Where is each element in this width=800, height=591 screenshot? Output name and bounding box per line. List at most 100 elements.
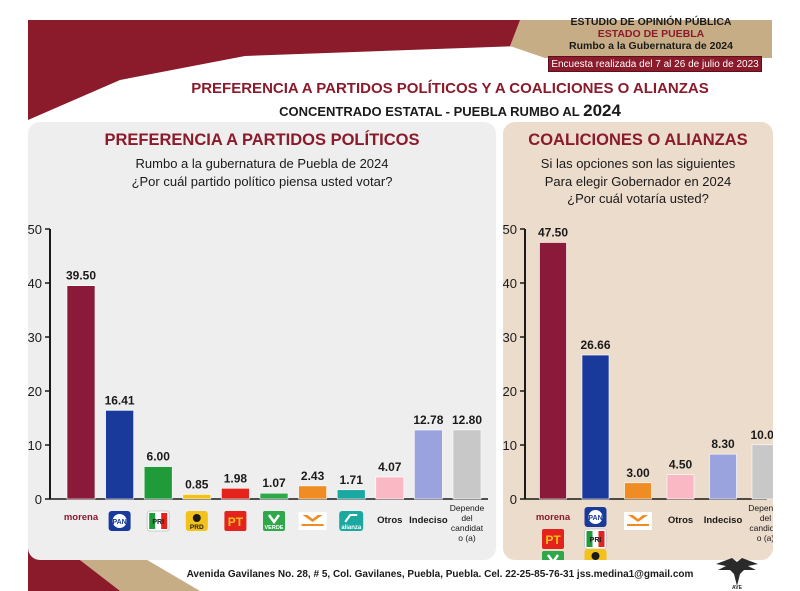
tan-banner xyxy=(510,20,772,58)
y-tick-label: 0 xyxy=(35,492,42,507)
bar-value-label: 6.00 xyxy=(147,450,171,464)
coalition-preference-chart: 0 10 20 30 40 50 47.50 morena 26.66 3.00 4.50 Otros… xyxy=(503,222,773,560)
bar-value-label: 4.50 xyxy=(669,458,693,472)
survey-dates: Encuesta realizada del 7 al 26 de julio … xyxy=(548,56,762,72)
right-question-line1: Si las opciones son las siguientes xyxy=(540,156,736,171)
bar xyxy=(66,285,96,500)
right-panel-title: COALICIONES O ALIANZAS xyxy=(528,131,748,149)
bar-value-label: 12.80 xyxy=(452,413,482,427)
pri-logo-icon: PRI xyxy=(146,510,170,532)
bar xyxy=(182,494,212,500)
y-tick-label: 50 xyxy=(28,222,42,237)
bar-value-label: 2.43 xyxy=(301,469,325,483)
y-tick-label: 40 xyxy=(503,276,517,291)
verde-logo-icon: VERDE xyxy=(542,551,564,560)
right-panel-question: Si las opciones son las siguientes Para … xyxy=(503,155,773,208)
alianza-logo-icon: alianza xyxy=(339,511,364,531)
bar-value-label: 1.07 xyxy=(262,476,286,490)
footer-address: Avenida Gavilanes No. 28, # 5, Col. Gavi… xyxy=(186,569,694,580)
svg-text:AVE: AVE xyxy=(732,585,743,590)
bar-value-label: 10.04 xyxy=(750,428,773,442)
y-tick-label: 30 xyxy=(28,330,42,345)
bar-value-label: 16.41 xyxy=(105,393,135,407)
header-state: ESTADO DE PUEBLA xyxy=(597,28,705,41)
bar xyxy=(452,429,482,500)
bar xyxy=(375,476,405,500)
y-tick-label: 20 xyxy=(503,384,517,399)
header-study: ESTUDIO DE OPINIÓN PÚBLICA xyxy=(570,16,732,28)
pri-logo-text: PRI xyxy=(152,519,164,526)
morena-logo-text: morena xyxy=(64,512,99,523)
left-question-line2: ¿Por cuál partido político piensa usted … xyxy=(131,173,393,189)
bar xyxy=(336,489,366,500)
right-question-line2: Para elegir Gobernador en 2024 xyxy=(544,173,732,189)
header-route: Rumbo a la Gubernatura de 2024 xyxy=(569,40,733,53)
y-tick-label: 20 xyxy=(28,384,42,399)
left-panel-bg xyxy=(28,122,496,560)
bar xyxy=(259,492,289,500)
verde-logo-text: VERDE xyxy=(265,525,284,531)
category-label: Indeciso xyxy=(409,515,448,526)
bar xyxy=(624,482,652,500)
subtitle-year: 2024 xyxy=(583,101,621,120)
bar xyxy=(539,242,567,500)
bar-value-label: 4.07 xyxy=(378,460,402,474)
pt-logo-icon: PT xyxy=(542,529,564,549)
party-preference-chart: 0 10 20 30 40 50 39.50 morena 16.41 PAN 6.00 PRI 0.8… xyxy=(28,222,488,543)
page-subtitle: CONCENTRADO ESTATAL - PUEBLA RUMBO AL 20… xyxy=(150,101,750,121)
page-title: PREFERENCIA A PARTIDOS POLÍTICOS Y A COA… xyxy=(191,80,709,97)
bar-value-label: 26.66 xyxy=(580,338,610,352)
left-panel-title: PREFERENCIA A PARTIDOS POLÍTICOS xyxy=(104,131,420,149)
bar xyxy=(143,466,173,500)
eagle-logo-icon: AVE xyxy=(716,558,758,590)
y-tick-label: 10 xyxy=(503,438,517,453)
y-tick-label: 30 xyxy=(503,330,517,345)
pan-logo-text: PAN xyxy=(588,515,602,522)
pri-logo-text: PRI xyxy=(590,537,602,544)
right-question-line3: ¿Por cuál votaría usted? xyxy=(567,191,709,207)
bar-value-label: 12.78 xyxy=(413,413,443,427)
bar xyxy=(105,410,134,500)
bar-value-label: 1.98 xyxy=(224,471,248,485)
bar xyxy=(581,354,610,500)
y-tick-label: 40 xyxy=(28,276,42,291)
maroon-banner xyxy=(28,20,545,120)
category-label: Otros xyxy=(377,515,402,526)
prd-logo-icon: PRD xyxy=(185,511,208,531)
bar xyxy=(709,453,737,500)
subtitle-text: CONCENTRADO ESTATAL - PUEBLA RUMBO AL xyxy=(279,104,584,119)
pan-logo-text: PAN xyxy=(112,519,126,526)
pt-logo-icon: PT xyxy=(224,511,247,531)
bar-value-label: 39.50 xyxy=(66,269,96,283)
pri-logo-icon: PRI xyxy=(584,528,607,550)
category-label: Otros xyxy=(668,515,693,526)
right-panel-bg xyxy=(503,122,773,560)
bar-value-label: 8.30 xyxy=(711,437,735,451)
y-tick-label: 0 xyxy=(510,492,517,507)
prd-logo-text: PRD xyxy=(190,524,204,531)
category-label: Indeciso xyxy=(704,515,743,526)
bar-value-label: 47.50 xyxy=(538,226,568,240)
left-panel-question: Rumbo a la gubernatura de Puebla de 2024… xyxy=(28,155,496,190)
movimiento-ciudadano-logo-icon xyxy=(624,512,652,530)
bar-value-label: 0.85 xyxy=(185,477,209,491)
y-tick-label: 10 xyxy=(28,438,42,453)
bar xyxy=(221,488,250,500)
bar-value-label: 1.71 xyxy=(340,473,364,487)
left-question-line1: Rumbo a la gubernatura de Puebla de 2024 xyxy=(135,156,389,171)
movimiento-ciudadano-logo-icon xyxy=(298,512,327,530)
morena-logo-text: morena xyxy=(536,512,571,523)
bar xyxy=(414,429,443,500)
bar xyxy=(751,444,773,500)
y-tick-label: 50 xyxy=(503,222,517,237)
pt-logo-text: PT xyxy=(545,533,561,547)
prd-logo-icon: PRD xyxy=(584,549,607,560)
verde-logo-icon: VERDE xyxy=(263,511,285,531)
header-block: ESTUDIO DE OPINIÓN PÚBLICA ESTADO DE PUE… xyxy=(545,16,757,52)
alianza-logo-text: alianza xyxy=(341,525,362,531)
pt-logo-text: PT xyxy=(228,515,244,529)
bar-value-label: 3.00 xyxy=(626,466,650,480)
